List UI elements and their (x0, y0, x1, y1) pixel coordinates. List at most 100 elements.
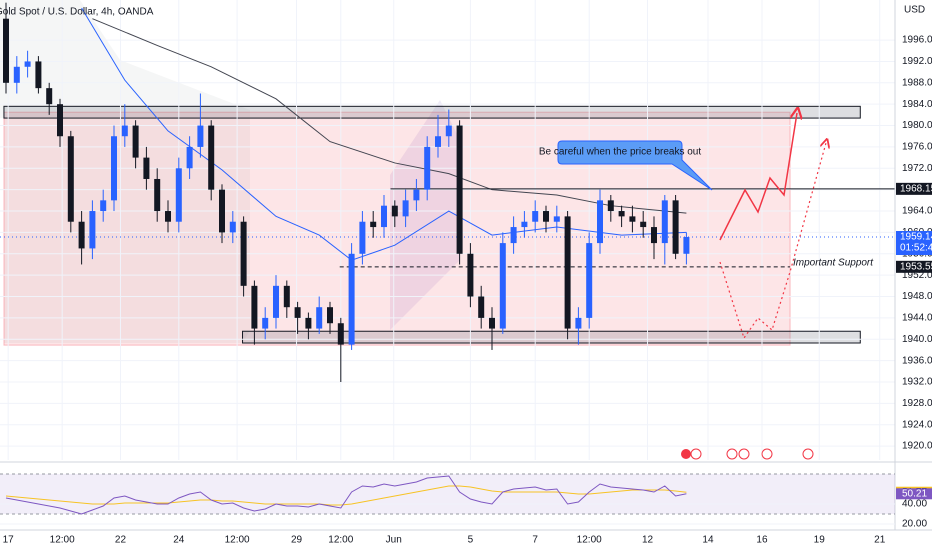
chart-title: Gold Spot / U.S. Dollar, 4h, OANDA (0, 7, 154, 18)
candle-body (424, 146, 431, 190)
candle-body (35, 61, 42, 89)
candle-body (89, 211, 96, 249)
candle-body (121, 125, 128, 137)
candle-body (489, 317, 496, 329)
x-tick-label: 17 (3, 535, 15, 546)
candle-body (24, 61, 31, 67)
y-tick-label: 1964.000 (902, 206, 932, 217)
candle-body (165, 211, 172, 222)
candle-body (240, 221, 247, 286)
y-tick-label: 1996.000 (902, 35, 932, 46)
x-tick-label: 19 (814, 535, 826, 546)
rsi-pane (0, 473, 895, 525)
rsi-line (5, 475, 687, 515)
moving-average (92, 18, 687, 214)
candle-body (586, 243, 593, 318)
price-badge (896, 260, 932, 273)
price-badge-label: 1968.152 (900, 183, 932, 194)
candle-body (467, 253, 474, 297)
candle-body (597, 200, 604, 244)
candle-body (327, 307, 334, 324)
candle-body (640, 221, 647, 228)
candle-body (316, 307, 323, 329)
candle-body (57, 104, 64, 137)
candle-body (683, 236, 690, 254)
x-tick-label: 5 (468, 535, 474, 546)
candle-body (186, 146, 193, 169)
candle-body (100, 200, 107, 212)
zone (3, 105, 861, 119)
y-tick-label: 1944.000 (902, 313, 932, 324)
candle-body (618, 211, 625, 217)
candle-body (575, 317, 582, 329)
candle-body (305, 317, 312, 329)
rsi-tick-label: 40.00 (902, 499, 927, 510)
y-tick-label: 1940.000 (902, 334, 932, 345)
x-tick-label: 29 (291, 535, 303, 546)
projection-down (719, 143, 826, 340)
y-tick-label: 1984.000 (902, 99, 932, 110)
candle-body (3, 18, 10, 83)
candle-body (381, 205, 388, 228)
candle-body (78, 221, 85, 249)
x-tick-label: 12:00 (328, 535, 353, 546)
candle-body (478, 296, 485, 318)
candle-body (402, 200, 409, 217)
y-tick-label: 1948.000 (902, 291, 932, 302)
candle-body (67, 136, 74, 222)
candle-body (273, 285, 280, 318)
currency: USD (904, 5, 925, 16)
candle-body (564, 216, 571, 329)
price-badge-label: 1959.140 (900, 232, 932, 243)
axes: 1920.000 1924.000 1928.000 1932.000 1936.000… (3, 35, 932, 546)
candle-body (629, 216, 636, 222)
annotation: Important Support (793, 258, 874, 269)
y-tick-label: 1992.000 (902, 56, 932, 67)
candle-body (607, 200, 614, 212)
rsi-ma-line (5, 485, 687, 506)
candle-body (391, 205, 398, 217)
candle-body (262, 317, 269, 329)
x-tick-label: 24 (173, 535, 185, 546)
countdown: 01:52:45 (900, 243, 932, 254)
candle-body (337, 323, 344, 345)
candle-body (672, 200, 679, 254)
candle-body (132, 125, 139, 158)
annotation: Be careful when the price breaks out (539, 147, 702, 158)
candle-body (445, 125, 452, 137)
candle-body (543, 211, 550, 222)
y-tick-label: 1972.000 (902, 163, 932, 174)
y-tick-label: 1980.000 (902, 120, 932, 131)
price-badge (896, 230, 932, 255)
projection-up (719, 113, 797, 241)
candle-body (154, 178, 161, 212)
x-tick-label: 7 (532, 535, 538, 546)
x-tick-label: 12:00 (225, 535, 250, 546)
rsi-tick-label: 20.00 (902, 519, 927, 530)
callout-box (557, 140, 713, 191)
x-tick-label: 14 (702, 535, 714, 546)
price-badge (896, 182, 932, 195)
zone (242, 330, 861, 344)
cloud-area (390, 100, 460, 330)
candle-body (208, 125, 215, 190)
y-tick-label: 1988.000 (902, 77, 932, 88)
rsi-band (0, 474, 895, 514)
candle-body (143, 157, 150, 179)
y-tick-label: 1936.000 (902, 355, 932, 366)
candle-body (46, 88, 53, 105)
candle-body (650, 227, 657, 244)
candle-body (661, 200, 668, 244)
candle-body (435, 136, 442, 147)
x-tick-label: 12 (642, 535, 654, 546)
candle-body (229, 221, 236, 233)
candle-body (219, 189, 226, 233)
event-icon (761, 448, 773, 460)
price-badge-label: 1953.558 (900, 261, 932, 272)
candle-body (521, 221, 528, 228)
candle-body (197, 125, 204, 147)
y-tick-label: 1928.000 (902, 398, 932, 409)
candle-body (359, 221, 366, 254)
x-tick-label: 22 (115, 535, 127, 546)
